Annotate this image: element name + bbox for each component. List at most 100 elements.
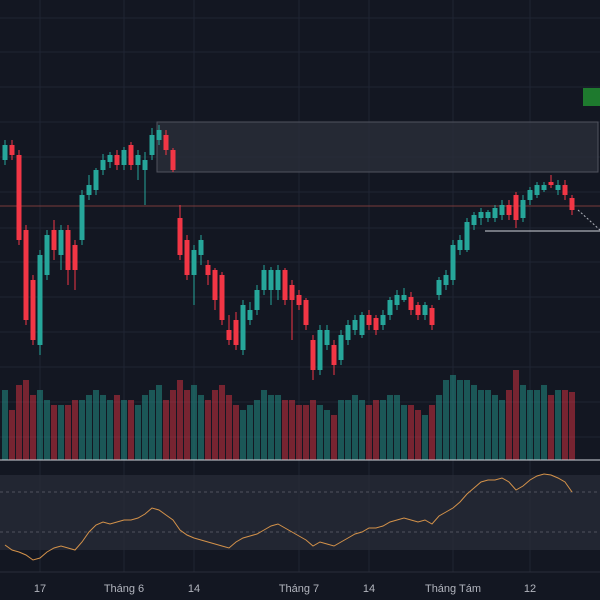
candle-body	[324, 330, 330, 345]
volume-bar	[23, 380, 29, 460]
candle-body	[282, 270, 288, 300]
candle-body	[23, 230, 29, 320]
x-tick-label: 14	[188, 583, 200, 595]
volume-bar	[156, 385, 162, 460]
volume-bar	[555, 390, 561, 460]
candle-body	[37, 255, 43, 345]
volume-bar	[282, 400, 288, 460]
candle-body	[303, 300, 309, 325]
x-tick-label: 14	[363, 583, 375, 595]
volume-bar	[331, 415, 337, 460]
volume-bar	[387, 395, 393, 460]
candle-body	[72, 245, 78, 270]
candle-body	[2, 145, 8, 160]
candle-body	[485, 212, 491, 218]
volume-bar	[457, 380, 463, 460]
oscillator-band	[0, 475, 600, 550]
volume-bar	[261, 390, 267, 460]
candle-body	[338, 335, 344, 360]
candle-body	[450, 245, 456, 280]
candle-body	[107, 155, 113, 162]
volume-bar	[534, 390, 540, 460]
candle-body	[121, 150, 127, 165]
candle-body	[44, 235, 50, 275]
candles	[2, 125, 575, 380]
candle-body	[541, 185, 547, 190]
candle-body	[527, 190, 533, 200]
volume-bar	[401, 405, 407, 460]
volume-bar	[51, 405, 57, 460]
candle-body	[142, 160, 148, 170]
x-tick-label: 12	[524, 583, 536, 595]
volume-bar	[212, 390, 218, 460]
volume-bar	[16, 385, 22, 460]
volume-bar	[345, 400, 351, 460]
candle-body	[422, 305, 428, 315]
volume-bar	[527, 390, 533, 460]
candle-body	[310, 340, 316, 370]
x-tick-label: Tháng 6	[104, 583, 144, 595]
candle-body	[149, 135, 155, 155]
volume-bar	[296, 405, 302, 460]
volume-bar	[548, 395, 554, 460]
candle-body	[128, 145, 134, 165]
candle-body	[506, 205, 512, 215]
volume-bar	[2, 390, 8, 460]
candle-body	[499, 205, 505, 215]
candle-body	[471, 215, 477, 225]
volume-bar	[422, 415, 428, 460]
candle-body	[366, 315, 372, 325]
volume-bar	[219, 385, 225, 460]
candle-body	[464, 222, 470, 250]
volume-bar	[513, 370, 519, 460]
volume-bar	[366, 405, 372, 460]
candle-body	[9, 145, 15, 155]
oscillator-line	[4, 473, 573, 561]
candle-body	[275, 270, 281, 290]
volume-bar	[9, 410, 15, 460]
candle-body	[331, 345, 337, 365]
candle-body	[548, 182, 554, 185]
candle-body	[100, 160, 106, 170]
volume-bar	[408, 405, 414, 460]
volume-bar	[184, 390, 190, 460]
candle-body	[114, 155, 120, 165]
volume-bar	[135, 405, 141, 460]
volume-bar	[93, 390, 99, 460]
volume-bar	[394, 395, 400, 460]
candle-body	[219, 275, 225, 320]
volume-bar	[380, 400, 386, 460]
volume-bar	[142, 395, 148, 460]
candle-body	[380, 315, 386, 325]
volume-bar	[436, 395, 442, 460]
candle-body	[296, 295, 302, 305]
volume-bar	[177, 380, 183, 460]
candle-body	[436, 280, 442, 295]
volume-bar	[149, 390, 155, 460]
volume-bar	[37, 390, 43, 460]
volume-bar	[310, 400, 316, 460]
x-tick-label: Tháng 7	[279, 583, 319, 595]
candle-body	[289, 285, 295, 300]
candle-body	[30, 280, 36, 340]
volume-bar	[44, 400, 50, 460]
volume-bar	[317, 405, 323, 460]
candle-body	[520, 200, 526, 218]
candle-body	[58, 230, 64, 255]
volume-bar	[324, 410, 330, 460]
candle-body	[163, 135, 169, 150]
volume-bar	[289, 400, 295, 460]
oscillator-pane	[4, 473, 573, 561]
volume-bar	[520, 385, 526, 460]
volume-bar	[65, 405, 71, 460]
volume-bar	[492, 395, 498, 460]
volume-bar	[107, 400, 113, 460]
candle-body	[156, 130, 162, 140]
volume-bar	[72, 400, 78, 460]
candle-body	[457, 240, 463, 250]
volume-bar	[163, 400, 169, 460]
volume-bar	[170, 390, 176, 460]
volume-bar	[191, 385, 197, 460]
candle-body	[492, 208, 498, 218]
